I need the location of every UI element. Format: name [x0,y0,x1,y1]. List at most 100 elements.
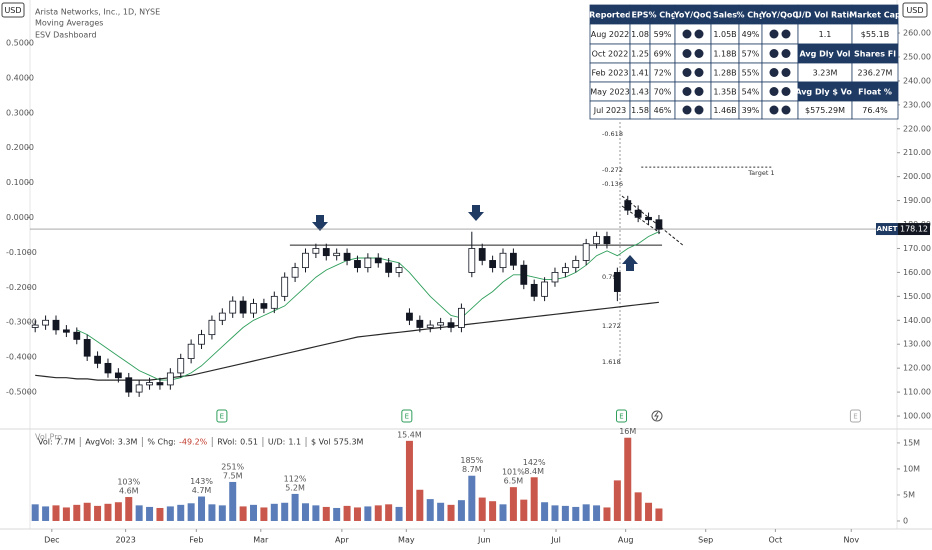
trend-dot [769,105,779,115]
candle-body [302,252,309,269]
candle-body [582,243,590,261]
candle-body [218,312,226,321]
earnings-marker[interactable] [401,409,413,423]
y2-tick-label: -0.4000 [6,353,37,362]
volume-bar [603,507,611,521]
volume-pct-label: 251% [221,462,244,471]
table-header-text: EPS [631,11,648,20]
volume-bar [541,502,549,521]
volume-bar [624,437,632,521]
trend-dot [682,68,692,77]
table-cell-text: 69% [654,50,672,59]
earnings-marker-label[interactable]: E [405,413,409,421]
candle-body [135,384,143,393]
candle-body [489,260,497,269]
candle-body [114,372,122,379]
trend-dot [682,29,692,39]
candle-body [166,372,174,386]
volume-bar [333,507,341,521]
up-arrow [622,255,638,271]
volume-tick-label: 10M [903,464,920,473]
volume-bar [322,506,330,521]
table-cell-text: 1.58 [631,106,649,115]
trend-dot [769,68,779,77]
table-cell-text: 72% [654,69,672,78]
currency-box[interactable] [902,2,928,18]
trend-dot [694,29,704,39]
y-tick-label: 160.00 [903,268,931,277]
table-cell-text: Aug 2022 [591,30,630,39]
volume-bar [125,497,133,521]
volume-bar [31,504,39,521]
table-cell [674,100,712,120]
trend-dot [694,49,704,58]
volume-bar [385,504,393,521]
volume-bar [468,475,476,521]
table-cell-text: 236.27M [858,69,893,78]
candle-body [520,264,528,285]
candle-body [73,331,81,340]
volume-bar [457,500,465,521]
table-cell-text: 76.4% [862,106,888,115]
table-header-text: Reported [589,11,631,20]
y-tick-label: 170.00 [903,244,931,253]
volume-bar [561,505,569,521]
volume-info-value: 1.1 [288,438,301,447]
volume-bar [270,503,278,521]
earnings-marker[interactable] [849,409,861,423]
earnings-marker-label[interactable]: E [619,413,623,421]
y2-tick-label: -0.5000 [6,388,37,397]
candle-body [177,358,185,374]
table-cell-text: 70% [654,88,672,97]
volume-bar [239,506,247,521]
y2-tick-label: 0.3000 [6,108,34,117]
volume-title: Vol Pro [35,433,62,442]
volume-bar [582,504,590,521]
candle-body [198,334,205,345]
earnings-marker[interactable] [216,409,228,423]
candle-body [291,267,299,278]
volume-bar [478,497,486,521]
table-cell [761,23,799,45]
volume-bar [218,505,226,521]
y-tick-label: 240.00 [903,76,931,85]
currency-right[interactable]: USD [906,6,923,15]
volume-label: 15.4M [397,430,422,439]
earnings-marker[interactable] [616,409,628,423]
table-header-text: Market Cap [849,11,901,20]
candle-body [42,319,49,326]
y-tick-label: 260.00 [903,29,931,38]
y-tick-label: 150.00 [903,292,931,301]
earnings-marker-label[interactable]: E [853,413,857,421]
price-badge [876,223,898,236]
fib-label: -0.136 [602,180,623,188]
table-header-text: Avg Dly $ Vol [795,88,855,97]
volume-bar [291,493,299,521]
x-tick-label: Dec [44,536,59,545]
trend-dot [781,29,791,39]
volume-bar [437,502,445,521]
earnings-marker-label[interactable]: E [220,413,224,421]
candle-body [94,355,101,364]
volume-info-label: $ Vol [311,438,331,447]
volume-bar [343,505,351,521]
trend-dot [682,105,692,115]
currency-box[interactable] [1,2,25,18]
x-tick-label: Jun [477,536,491,545]
table-cell-text: 1.46B [713,106,736,115]
volume-pct-label: 101% [502,468,525,477]
table-cell-text: 1.25 [631,50,649,59]
volume-info-value: 7.7M [56,438,76,447]
volume-bar [551,505,559,521]
candle-body [260,303,268,309]
candle-body [561,267,569,273]
table-cell [674,81,712,102]
indicator-name: ESV Dashboard [35,31,97,40]
candle-body [239,300,247,314]
x-tick-label: May [398,536,415,545]
trend-dot [682,87,692,96]
candle-body [333,252,341,257]
currency-left[interactable]: USD [4,6,21,15]
table-cell [851,100,899,120]
